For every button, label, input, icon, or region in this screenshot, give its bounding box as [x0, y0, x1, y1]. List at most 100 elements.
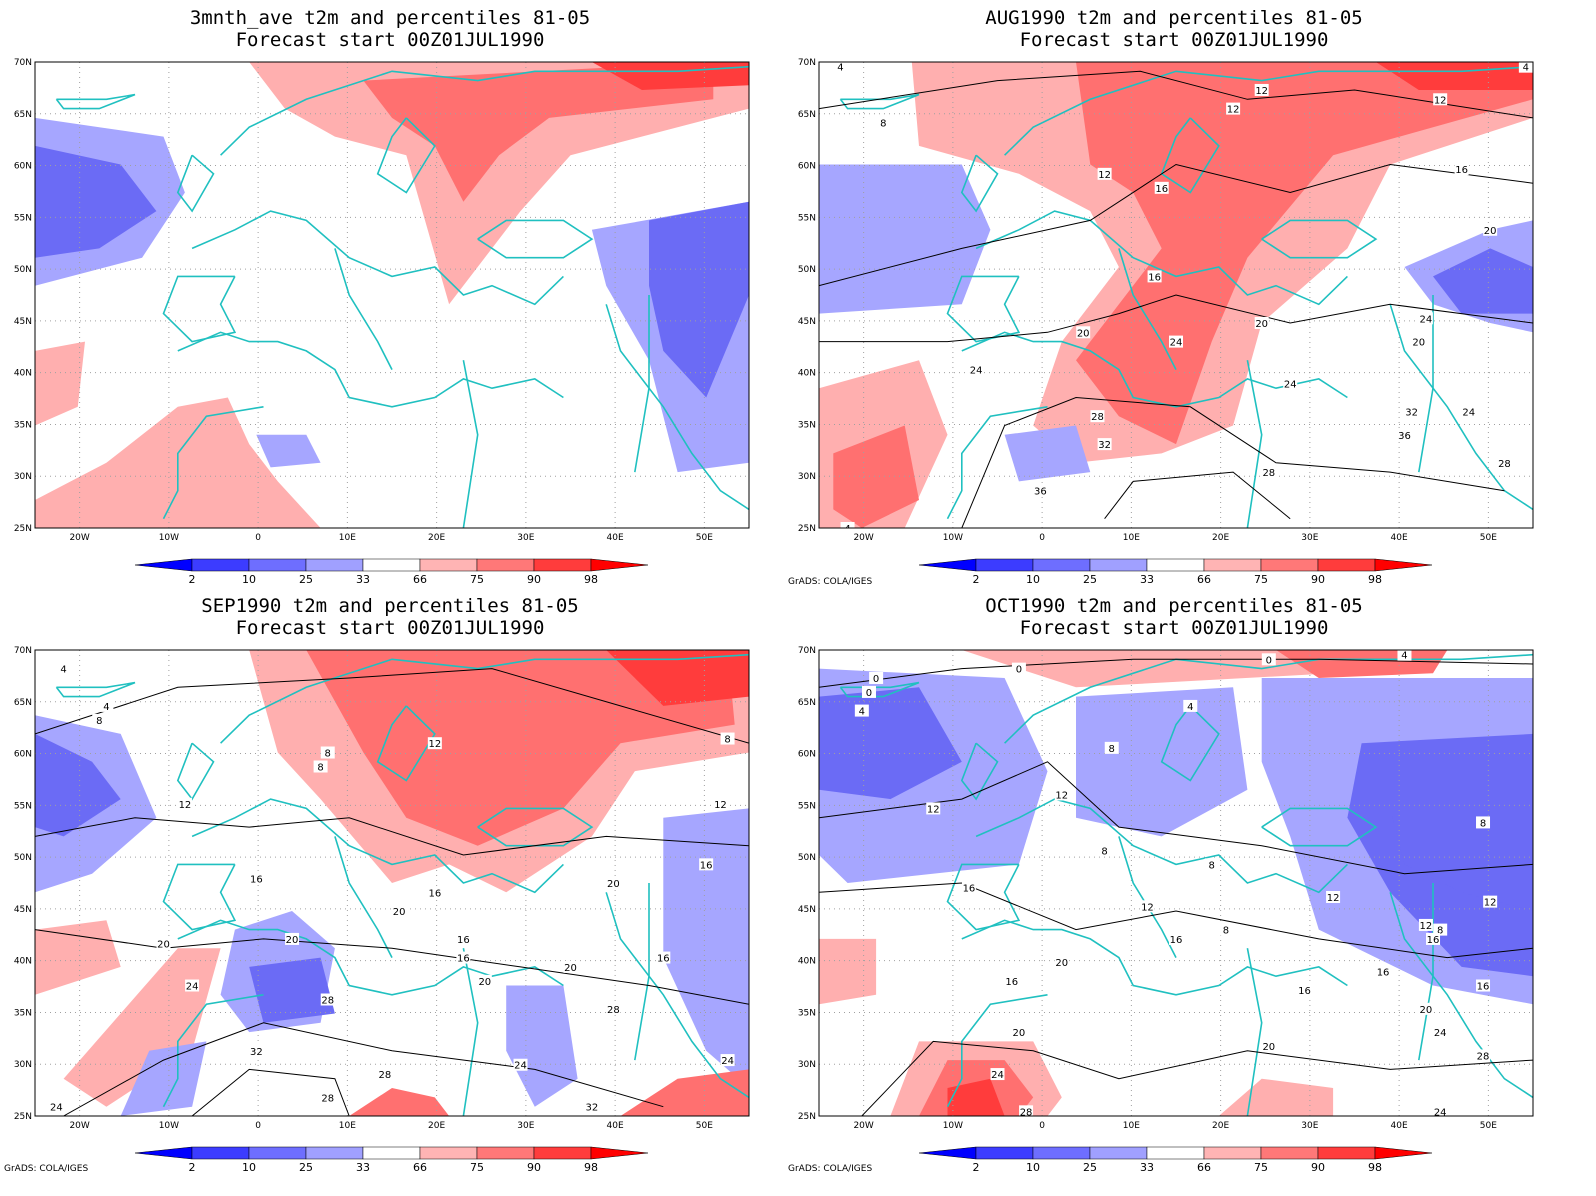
- percentile-region: [606, 650, 749, 706]
- isotherm-label: 12: [1227, 105, 1240, 116]
- colorbar-label: 75: [1254, 573, 1268, 586]
- lon-tick-label: 20E: [428, 1121, 445, 1131]
- isotherm-label: 16: [657, 954, 670, 965]
- isotherm-label-bg: [1476, 816, 1491, 829]
- isotherm-label: 20: [478, 977, 491, 988]
- isotherm-label: 28: [1498, 459, 1511, 470]
- lat-tick-label: 55N: [14, 801, 32, 811]
- isotherm-label-bg: [854, 704, 869, 717]
- isotherm-label: 16: [963, 884, 976, 895]
- coastline: [946, 863, 1021, 931]
- isotherm-label-bg: [1254, 83, 1269, 96]
- percentile-region: [1433, 248, 1533, 314]
- isotherm-label-bg: [1226, 102, 1241, 115]
- isotherm-label: 16: [1455, 165, 1468, 176]
- colorbar-arrow-high: [590, 1146, 649, 1160]
- isotherm-line: [35, 817, 749, 856]
- isotherm-label-bg: [1261, 1040, 1276, 1053]
- lat-tick-label: 25N: [14, 524, 32, 534]
- map-frame: [818, 649, 1534, 1117]
- coastline: [376, 117, 436, 194]
- isotherm-label: 36: [1034, 487, 1047, 498]
- percentile-region: [947, 1078, 1005, 1116]
- lat-tick-label: 65N: [14, 110, 32, 120]
- isotherm-label-bg: [584, 1100, 599, 1113]
- colorbar-swatch: [248, 558, 307, 572]
- panel-title: 3mnth_ave t2m and percentiles 81-05: [189, 7, 591, 29]
- percentile-region: [649, 201, 749, 398]
- isotherm-label: 20: [1077, 328, 1090, 339]
- grads-credit: GrADS: COLA/IGES: [4, 1164, 89, 1174]
- isotherm-label: 20: [1255, 319, 1268, 330]
- coastline: [1261, 219, 1378, 259]
- coastline: [477, 219, 594, 259]
- lat-tick-label: 40N: [14, 957, 32, 967]
- lon-tick-label: 50E: [1480, 533, 1497, 543]
- isotherm-label-bg: [1397, 428, 1412, 441]
- isotherm-label-bg: [1433, 923, 1448, 936]
- panel-title: AUG1990 t2m and percentiles 81-05: [985, 7, 1363, 29]
- isotherm-label: 8: [880, 119, 886, 130]
- lat-tick-label: 50N: [14, 265, 32, 275]
- isotherm-label: 20: [607, 879, 620, 890]
- colorbar-swatch: [975, 1146, 1034, 1160]
- percentile-region: [120, 1041, 207, 1116]
- isotherm-label-bg: [285, 932, 300, 945]
- isotherm-label: 8: [1109, 744, 1115, 755]
- lat-tick-label: 70N: [14, 58, 32, 68]
- colorbar-label: 25: [299, 1161, 313, 1174]
- lat-tick-label: 70N: [798, 646, 816, 656]
- isotherm-label-bg: [49, 1100, 64, 1113]
- colorbar-swatch: [533, 1146, 592, 1160]
- isotherm-label-bg: [1097, 844, 1112, 857]
- lat-tick-label: 70N: [798, 58, 816, 68]
- isotherm-label: 32: [586, 1103, 599, 1114]
- isotherm-label: 32: [250, 1047, 263, 1058]
- colorbar-label: 33: [1140, 573, 1154, 586]
- lat-tick-label: 50N: [798, 265, 816, 275]
- colorbar: 2 10 25 33 66 75 90 98: [134, 1146, 649, 1174]
- lon-tick-label: 10E: [339, 533, 356, 543]
- lat-tick-label: 55N: [798, 801, 816, 811]
- isotherm-line: [819, 658, 1533, 688]
- colorbar-arrow-low: [918, 1146, 977, 1160]
- isotherm-label-bg: [606, 877, 621, 889]
- isotherm-label-bg: [1418, 312, 1433, 325]
- lon-tick-label: 20E: [428, 533, 445, 543]
- lon-tick-label: 10E: [1123, 533, 1140, 543]
- isotherm-label: 20: [393, 907, 406, 918]
- coastline: [1389, 892, 1533, 1099]
- isotherm-label: 16: [1005, 977, 1018, 988]
- isotherm-label: 16: [428, 888, 441, 899]
- coastline: [376, 705, 436, 782]
- colorbar-swatch: [305, 558, 364, 572]
- isotherm-label: 20: [1412, 338, 1425, 349]
- isotherm-label-bg: [876, 116, 891, 129]
- isotherm-label-bg: [1169, 335, 1183, 348]
- isotherm-label: 12: [714, 800, 727, 811]
- percentile-region: [1004, 425, 1091, 482]
- coastline: [55, 681, 136, 698]
- isotherm-label: 24: [514, 1061, 527, 1072]
- colorbar-label: 90: [527, 573, 541, 586]
- isotherm-label-bg: [185, 979, 200, 992]
- colorbar-swatch: [1317, 1146, 1376, 1160]
- colorbar-swatch: [362, 558, 421, 572]
- percentile-region: [1076, 62, 1533, 445]
- percentile-region: [1218, 1078, 1334, 1116]
- colorbar-swatch: [1089, 558, 1148, 572]
- coastline: [162, 994, 264, 1108]
- colorbar-swatch: [248, 1146, 307, 1160]
- lon-tick-label: 40E: [1391, 533, 1408, 543]
- colorbar-label: 75: [1254, 1161, 1268, 1174]
- isotherm-line: [191, 1068, 350, 1116]
- colorbar-label: 66: [1197, 573, 1211, 586]
- isotherm-label: 4: [1523, 63, 1529, 74]
- percentile-region: [833, 425, 919, 528]
- coastline: [946, 275, 1021, 343]
- isotherm-label: 0: [1016, 665, 1022, 676]
- isotherm-label-bg: [320, 993, 335, 1006]
- colorbar-label: 75: [470, 1161, 484, 1174]
- coastline: [162, 863, 237, 931]
- lon-tick-label: 30E: [517, 533, 534, 543]
